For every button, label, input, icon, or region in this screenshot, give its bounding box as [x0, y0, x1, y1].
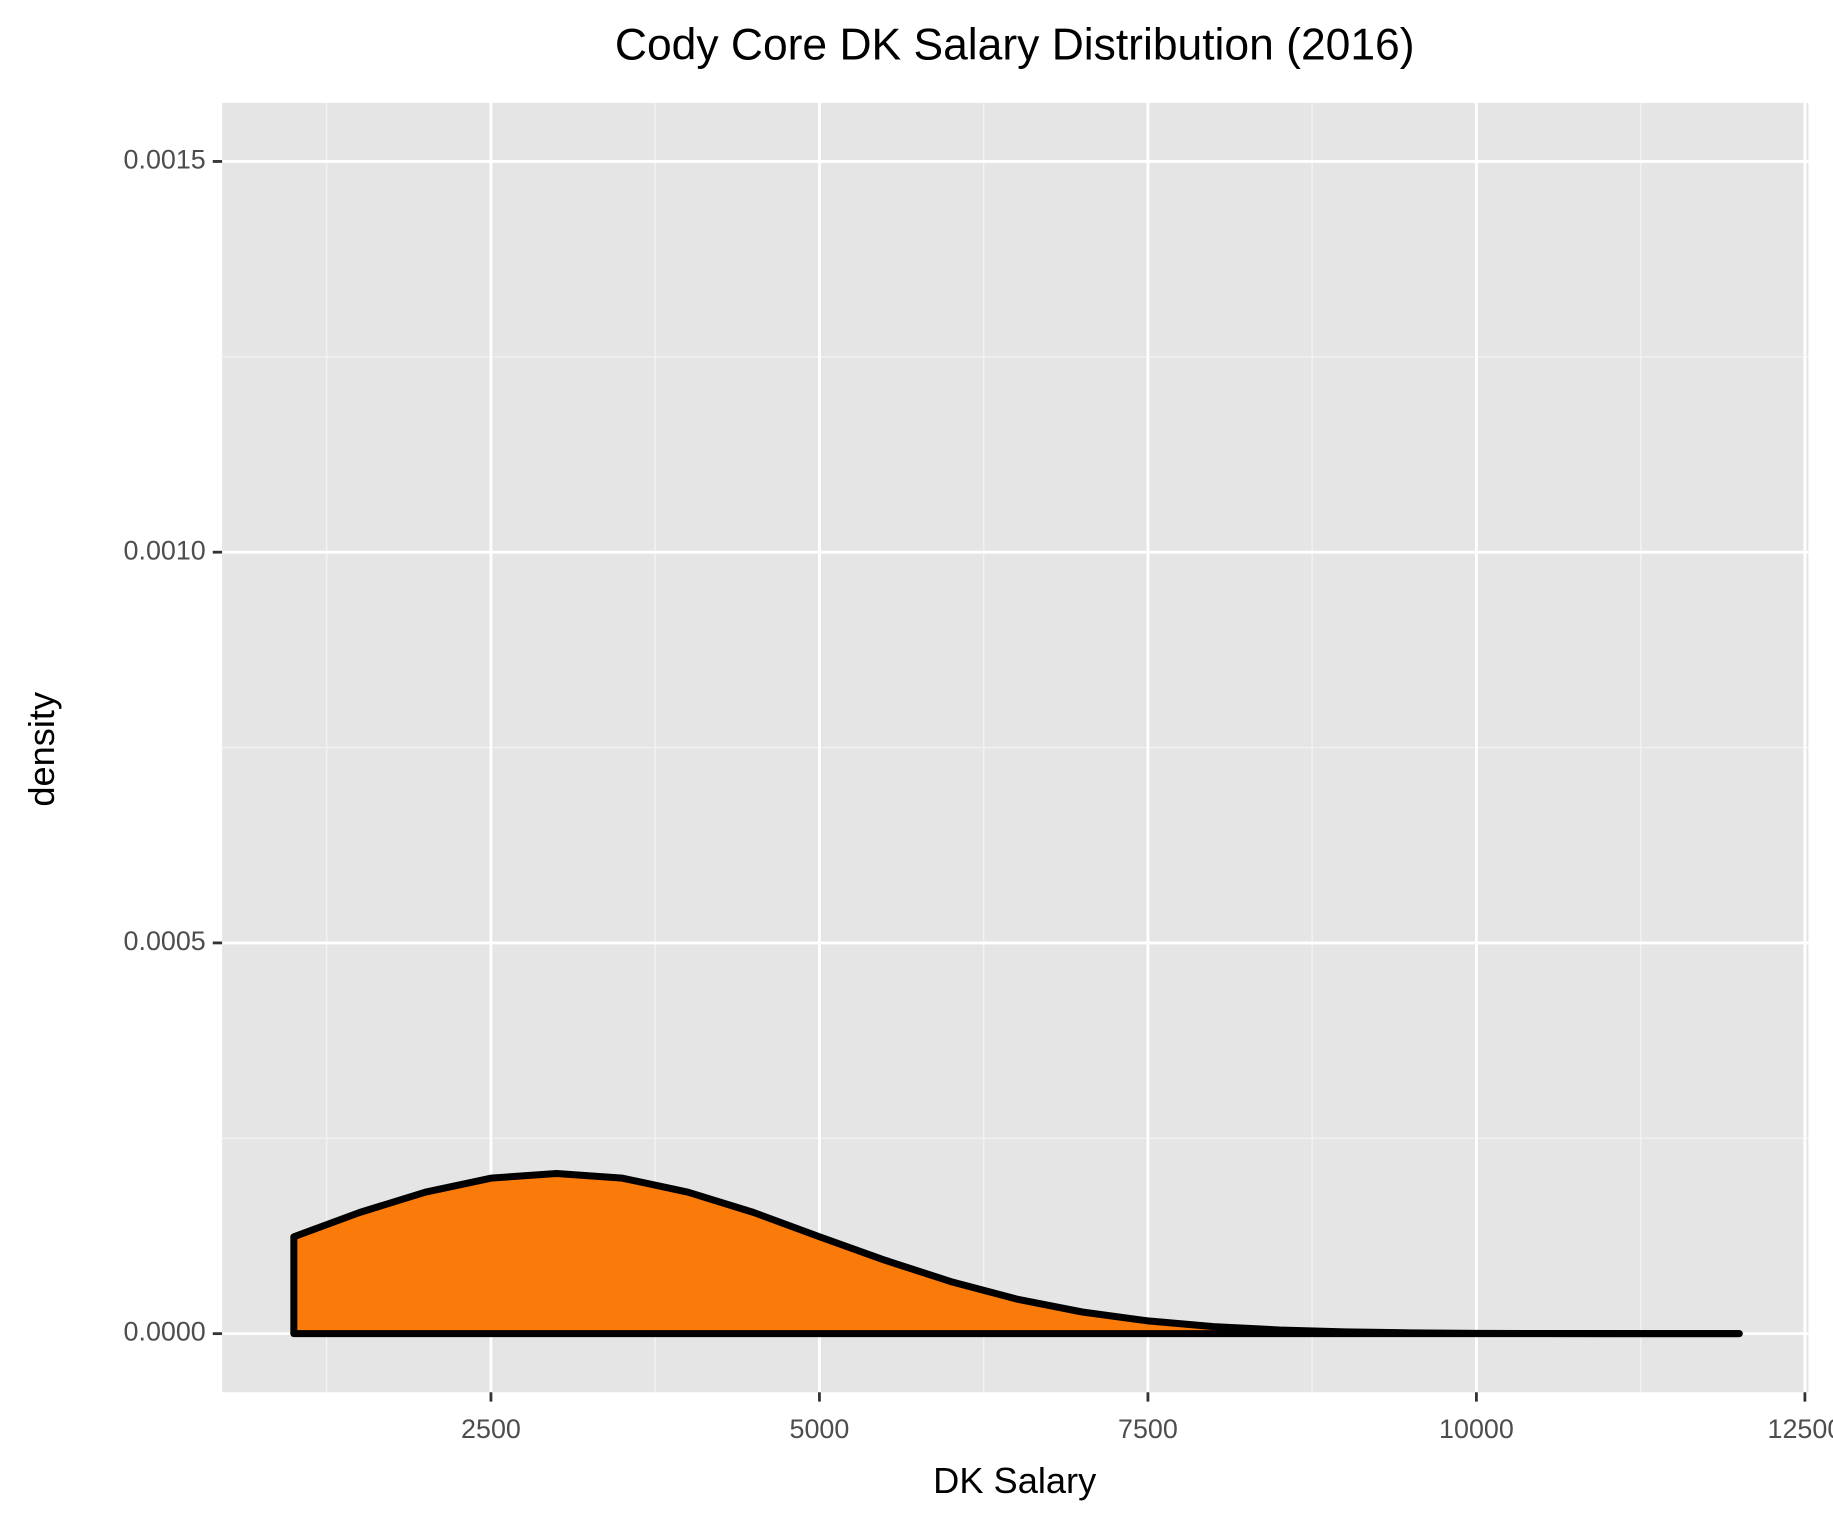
density-line	[290, 1169, 1743, 1338]
y-tick-label: 0.0005	[124, 926, 206, 956]
x-axis-label: DK Salary	[933, 1460, 1097, 1501]
y-axis-label: density	[21, 691, 62, 807]
x-tick-label: 5000	[790, 1414, 850, 1444]
x-tick-label: 10000	[1439, 1414, 1514, 1444]
y-tick-label: 0.0010	[124, 535, 206, 565]
y-tick-label: 0.0000	[124, 1317, 206, 1347]
x-tick-label: 7500	[1118, 1414, 1178, 1444]
area-fill	[293, 1173, 1740, 1334]
chart-title: Cody Core DK Salary Distribution (2016)	[615, 21, 1415, 70]
x-tick-label: 2500	[461, 1414, 521, 1444]
x-tick-label: 12500	[1768, 1414, 1833, 1444]
y-tick-label: 0.0015	[124, 145, 206, 175]
